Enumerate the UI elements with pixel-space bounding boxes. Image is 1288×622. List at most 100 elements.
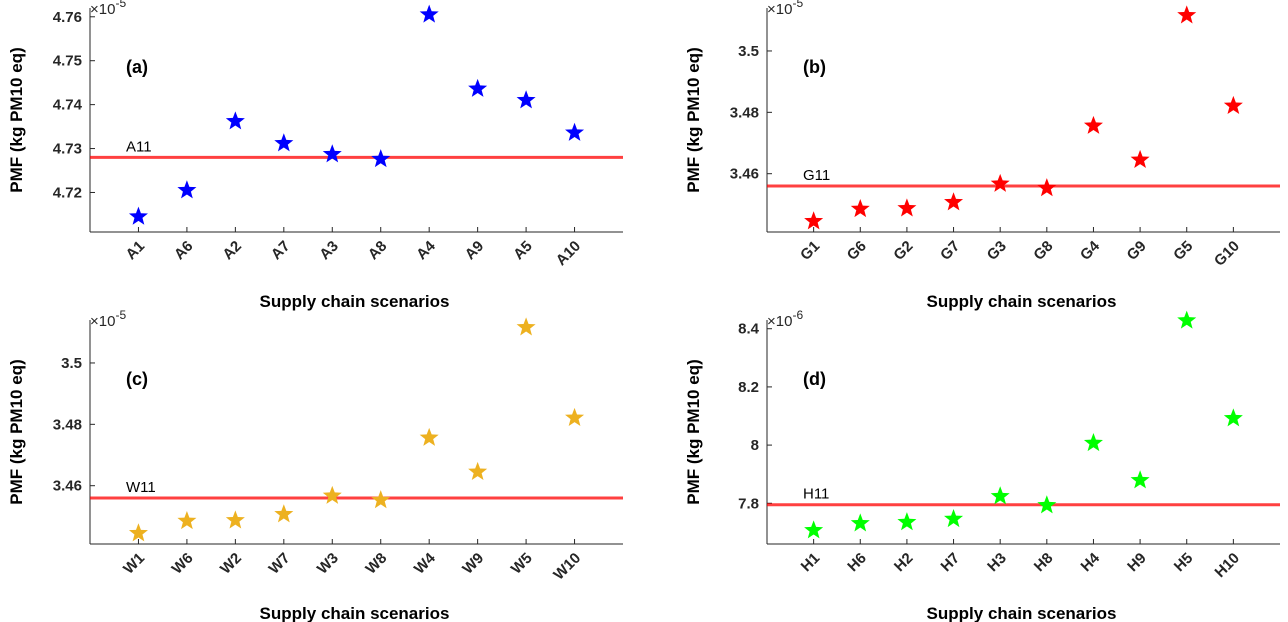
x-tick-label: H2 [891, 550, 917, 576]
data-point-star [1177, 310, 1197, 329]
data-point-star [1083, 433, 1103, 452]
x-tick-label: G9 [1124, 238, 1150, 264]
x-tick-label: W3 [314, 550, 342, 578]
y-tick-label: 8.2 [738, 379, 759, 396]
x-tick-label: W2 [217, 550, 245, 578]
x-tick-label: G10 [1211, 238, 1243, 270]
x-tick-label: W8 [362, 550, 390, 578]
x-axis-title: Supply chain scenarios [260, 604, 450, 622]
data-point-star [225, 111, 245, 130]
data-point-star [1223, 95, 1243, 114]
x-axis-title: Supply chain scenarios [260, 292, 450, 311]
data-point-star [371, 490, 391, 509]
data-point-star [128, 523, 148, 542]
axis-multiplier-exponent: -5 [792, 0, 803, 10]
data-point-star [944, 508, 964, 528]
data-point-star [565, 407, 585, 426]
x-tick-label: A10 [553, 238, 584, 269]
x-tick-label: W7 [266, 550, 294, 578]
x-tick-label: H1 [798, 550, 824, 576]
axis-multiplier-exponent: -6 [792, 308, 803, 322]
data-point-star [944, 192, 964, 211]
data-point-star [322, 144, 342, 163]
x-tick-label: H9 [1124, 550, 1150, 576]
x-tick-label: G4 [1077, 237, 1104, 264]
x-tick-label: H4 [1078, 549, 1104, 575]
x-tick-label: H5 [1171, 550, 1197, 576]
y-tick-label: 7.8 [738, 495, 759, 512]
x-tick-label: G7 [937, 238, 963, 264]
x-tick-label: W4 [411, 549, 439, 577]
data-point-star [990, 486, 1010, 505]
y-tick-label: 4.72 [53, 184, 82, 201]
x-tick-label: H3 [984, 550, 1010, 576]
x-tick-label: G3 [984, 238, 1010, 264]
data-point-star [897, 198, 917, 217]
data-point-star [1223, 408, 1243, 427]
data-point-star [516, 90, 536, 109]
x-tick-label: H7 [938, 550, 964, 576]
x-tick-label: H6 [844, 550, 870, 576]
panel-label: (c) [126, 369, 148, 389]
data-point-star [850, 513, 870, 532]
data-point-star [468, 461, 488, 480]
data-point-star [177, 180, 197, 199]
panel-3: 3.46 3.48 3.5 W1 W6 W2 W7 W3 W8 W4 W9 W5 W10 ×10-5 (c)… [7, 308, 623, 622]
x-tick-label: A3 [316, 238, 342, 264]
x-tick-label: W10 [550, 550, 584, 584]
y-tick-label: 4.75 [53, 53, 82, 70]
y-tick-label: 3.5 [61, 355, 82, 372]
data-point-star [516, 317, 536, 336]
y-tick-label: 8 [751, 437, 759, 454]
x-tick-label: A5 [510, 238, 536, 264]
axis-multiplier-base: ×10 [767, 1, 792, 18]
x-tick-label: A4 [413, 237, 439, 263]
axis-multiplier-exponent: -5 [115, 0, 126, 10]
reference-line-label: A11 [126, 138, 152, 155]
y-axis-title: PMF (kg PM10 eq) [7, 47, 26, 192]
data-point-star [990, 173, 1010, 192]
x-tick-label: H8 [1031, 550, 1057, 576]
y-axis-title: PMF (kg PM10 eq) [7, 359, 26, 504]
data-point-star [1130, 149, 1150, 168]
panel-1: 4.72 4.73 4.74 4.75 4.76 A1 A6 A2 A7 A3 A8 A4 A9 A5 A1… [7, 0, 623, 311]
data-point-star [128, 206, 148, 225]
data-point-star [468, 78, 488, 97]
y-axis-title: PMF (kg PM10 eq) [684, 359, 703, 504]
x-axis-title: Supply chain scenarios [927, 604, 1117, 622]
x-tick-label: A7 [268, 238, 294, 264]
x-tick-label: A1 [123, 238, 149, 264]
x-tick-label: A2 [219, 238, 245, 264]
x-tick-label: G6 [844, 238, 870, 264]
x-axis-title: Supply chain scenarios [927, 292, 1117, 311]
data-point-star [804, 211, 824, 230]
reference-line-label: W11 [126, 479, 156, 496]
axis-multiplier: ×10-5 [767, 0, 803, 18]
y-tick-label: 8.4 [738, 321, 760, 338]
data-point-star [225, 510, 245, 529]
y-tick-label: 3.48 [730, 104, 759, 121]
axis-multiplier-base: ×10 [90, 1, 115, 18]
y-axis-title: PMF (kg PM10 eq) [684, 47, 703, 192]
panel-label: (b) [803, 57, 826, 77]
x-tick-label: A6 [171, 238, 197, 264]
y-tick-label: 3.46 [730, 166, 759, 183]
data-point-star [274, 504, 294, 523]
panel-2: 3.46 3.48 3.5 G1 G6 G2 G7 G3 G8 G4 G9 G5 G10 ×10-5 (b)… [684, 0, 1280, 311]
axis-multiplier-exponent: -5 [115, 308, 126, 322]
reference-line-label: H11 [803, 486, 829, 503]
y-tick-label: 3.48 [53, 416, 82, 433]
data-point-star [274, 133, 294, 152]
data-point-star [804, 520, 824, 539]
x-tick-label: G1 [797, 238, 823, 264]
data-point-star [850, 198, 870, 218]
panel-label: (d) [803, 369, 826, 389]
data-point-star [1177, 5, 1197, 24]
data-point-star [897, 512, 917, 531]
panel-4: 7.8 8 8.2 8.4 H1 H6 H2 H7 H3 H8 H4 H9 H5 H10 ×10-6 (d) P… [684, 308, 1280, 622]
data-point-star [1083, 115, 1103, 134]
panel-label: (a) [126, 57, 148, 77]
x-tick-label: A8 [365, 238, 391, 264]
axis-multiplier-base: ×10 [90, 313, 115, 330]
